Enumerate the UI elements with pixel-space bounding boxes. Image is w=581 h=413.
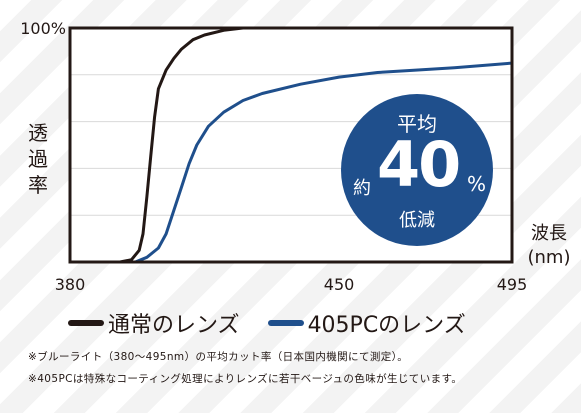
y-axis-label-text: 透過率 [24,120,52,198]
y-axis-label-char: 率 [28,173,48,197]
badge-bottom-text: 低減 [399,210,435,231]
average-reduction-badge: 平均 約 40 % 低減 [341,94,493,246]
series-layer [70,26,513,264]
x-axis-unit: (nm) [527,247,571,268]
x-axis-label-text: 波長 [531,223,567,244]
legend-swatch-standard [68,320,104,326]
tick-labels: 380 450 495 100% [20,19,527,294]
badge-unit: % [467,172,487,196]
legend-label-405pc: 405PCのレンズ [307,313,466,338]
legend-label-standard: 通常のレンズ [108,313,240,338]
y-tick-label-100: 100% [20,19,66,38]
plot-frame [68,26,514,264]
footnote-2: ※405PCは特殊なコーティング処理によりレンズに若干ベージュの色味が生じていま… [28,373,463,385]
chart-legend: 通常のレンズ 405PCのレンズ [68,306,494,340]
footnotes: ※ブルーライト（380～495nm）の平均カット率（日本国内機関にて測定）。 ※… [28,346,573,390]
y-axis-label: 透過率 [24,120,52,198]
footnote-1: ※ブルーライト（380～495nm）の平均カット率（日本国内機関にて測定）。 [28,351,409,363]
x-tick-label: 495 [497,275,528,294]
x-axis-label: 波長 (nm) [521,222,577,270]
badge-prefix: 約 [353,178,371,199]
legend-item-405pc: 405PCのレンズ [267,307,466,339]
legend-item-standard: 通常のレンズ [68,307,240,339]
badge-top-text: 平均 [397,112,437,136]
series-line-405pc [70,61,513,264]
badge-value: 40 [377,128,461,201]
x-tick-label: 380 [55,275,86,294]
legend-swatch-405pc [267,320,304,326]
y-axis-label-char: 透 [28,121,48,145]
series-line-standard [70,26,512,264]
y-axis-label-char: 過 [28,147,48,171]
x-tick-label: 450 [324,275,355,294]
